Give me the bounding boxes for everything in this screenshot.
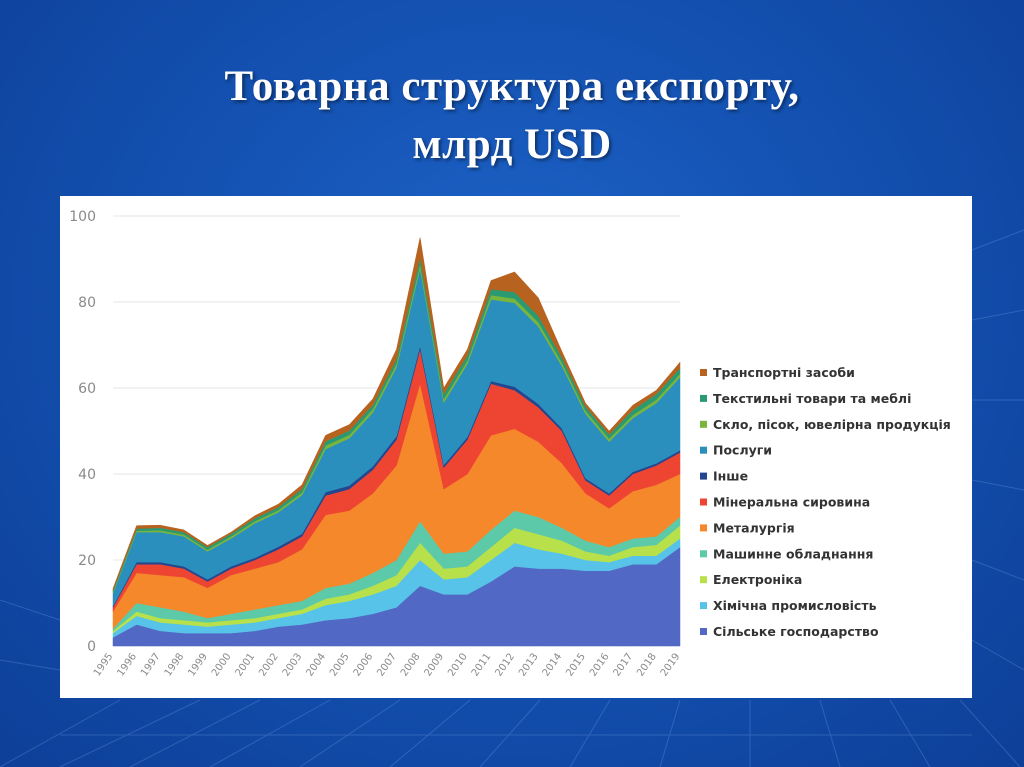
- title-line-2: млрд USD: [412, 121, 612, 168]
- x-tick-label: 2012: [493, 651, 517, 678]
- y-tick-label: 100: [69, 209, 96, 225]
- x-tick-label: 1999: [186, 651, 210, 678]
- slide-title: Товарна структура експорту, млрд USD: [0, 58, 1024, 174]
- y-tick-label: 20: [78, 553, 96, 569]
- legend-label: Хімічна промисловість: [713, 598, 877, 613]
- series-area: [112, 237, 681, 591]
- x-tick-label: 1997: [139, 651, 163, 678]
- legend-swatch: [700, 602, 707, 610]
- y-tick-label: 40: [78, 467, 96, 483]
- x-tick-label: 2006: [352, 651, 376, 678]
- stacked-area-chart: 0 20 40 60 80 100 1995 1996 1997 1998 1999 2000 2001…: [69, 209, 951, 679]
- x-tick-label: 2010: [446, 651, 470, 678]
- x-tick-label: 2011: [470, 651, 494, 678]
- legend-label: Транспортні засоби: [713, 365, 855, 380]
- y-tick-label: 80: [78, 295, 96, 311]
- legend-label: Послуги: [713, 443, 772, 458]
- legend-swatch: [700, 628, 707, 635]
- legend-swatch: [700, 369, 707, 376]
- x-tick-label: 2015: [564, 651, 588, 678]
- legend-label: Машинне обладнання: [713, 546, 873, 561]
- x-tick-label: 2004: [304, 651, 328, 678]
- x-tick-label: 1998: [163, 651, 187, 678]
- y-tick-label: 60: [78, 381, 96, 397]
- legend-swatch: [700, 498, 707, 506]
- x-tick-label: 2003: [281, 651, 305, 678]
- legend-label: Металургія: [713, 520, 795, 535]
- title-line-1: Товарна структура експорту,: [224, 63, 800, 110]
- legend-label: Мінеральна сировина: [713, 495, 870, 510]
- x-tick-label: 2001: [234, 651, 258, 678]
- y-tick-label: 0: [87, 639, 96, 655]
- legend-swatch: [700, 446, 707, 454]
- x-tick-label: 2002: [257, 651, 281, 678]
- x-tick-label: 2000: [210, 651, 234, 678]
- legend-label: Скло, пісок, ювелірна продукція: [713, 417, 951, 432]
- legend-label: Текстильні товари та меблі: [713, 391, 911, 406]
- x-tick-label: 1996: [115, 651, 139, 678]
- x-tick-label: 2018: [635, 651, 659, 678]
- x-tick-label: 2014: [541, 651, 565, 678]
- x-tick-label: 2019: [659, 651, 683, 678]
- legend-swatch: [700, 550, 707, 558]
- chart-panel: 0 20 40 60 80 100 1995 1996 1997 1998 1999 2000 2001…: [60, 196, 972, 698]
- x-tick-label: 2016: [588, 651, 612, 678]
- legend-swatch: [700, 472, 707, 480]
- legend-swatch: [700, 576, 707, 584]
- legend-label: Електроніка: [713, 572, 802, 587]
- legend-swatch: [700, 524, 707, 532]
- x-tick-label: 2005: [328, 651, 352, 678]
- legend-label: Інше: [713, 469, 748, 484]
- x-tick-label: 2007: [375, 651, 399, 678]
- legend-label: Сільське господарство: [713, 624, 879, 639]
- x-tick-label: 2013: [517, 651, 541, 678]
- x-tick-label: 2017: [612, 651, 636, 678]
- x-tick-label: 2008: [399, 651, 423, 678]
- x-tick-label: 1995: [92, 651, 116, 678]
- x-tick-label: 2009: [423, 651, 447, 678]
- legend-swatch: [700, 420, 707, 428]
- legend-swatch: [700, 394, 707, 402]
